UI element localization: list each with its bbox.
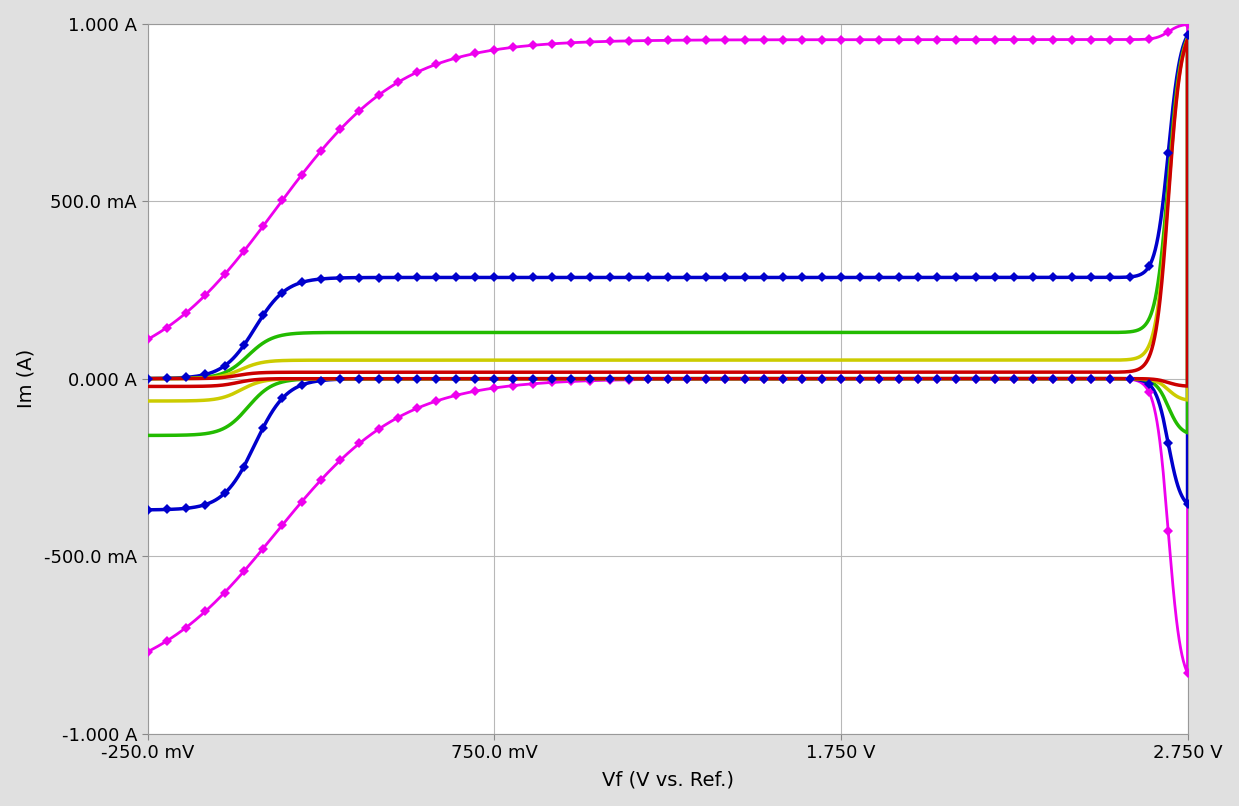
X-axis label: Vf (V vs. Ref.): Vf (V vs. Ref.)	[601, 771, 733, 789]
Y-axis label: Im (A): Im (A)	[16, 349, 36, 409]
